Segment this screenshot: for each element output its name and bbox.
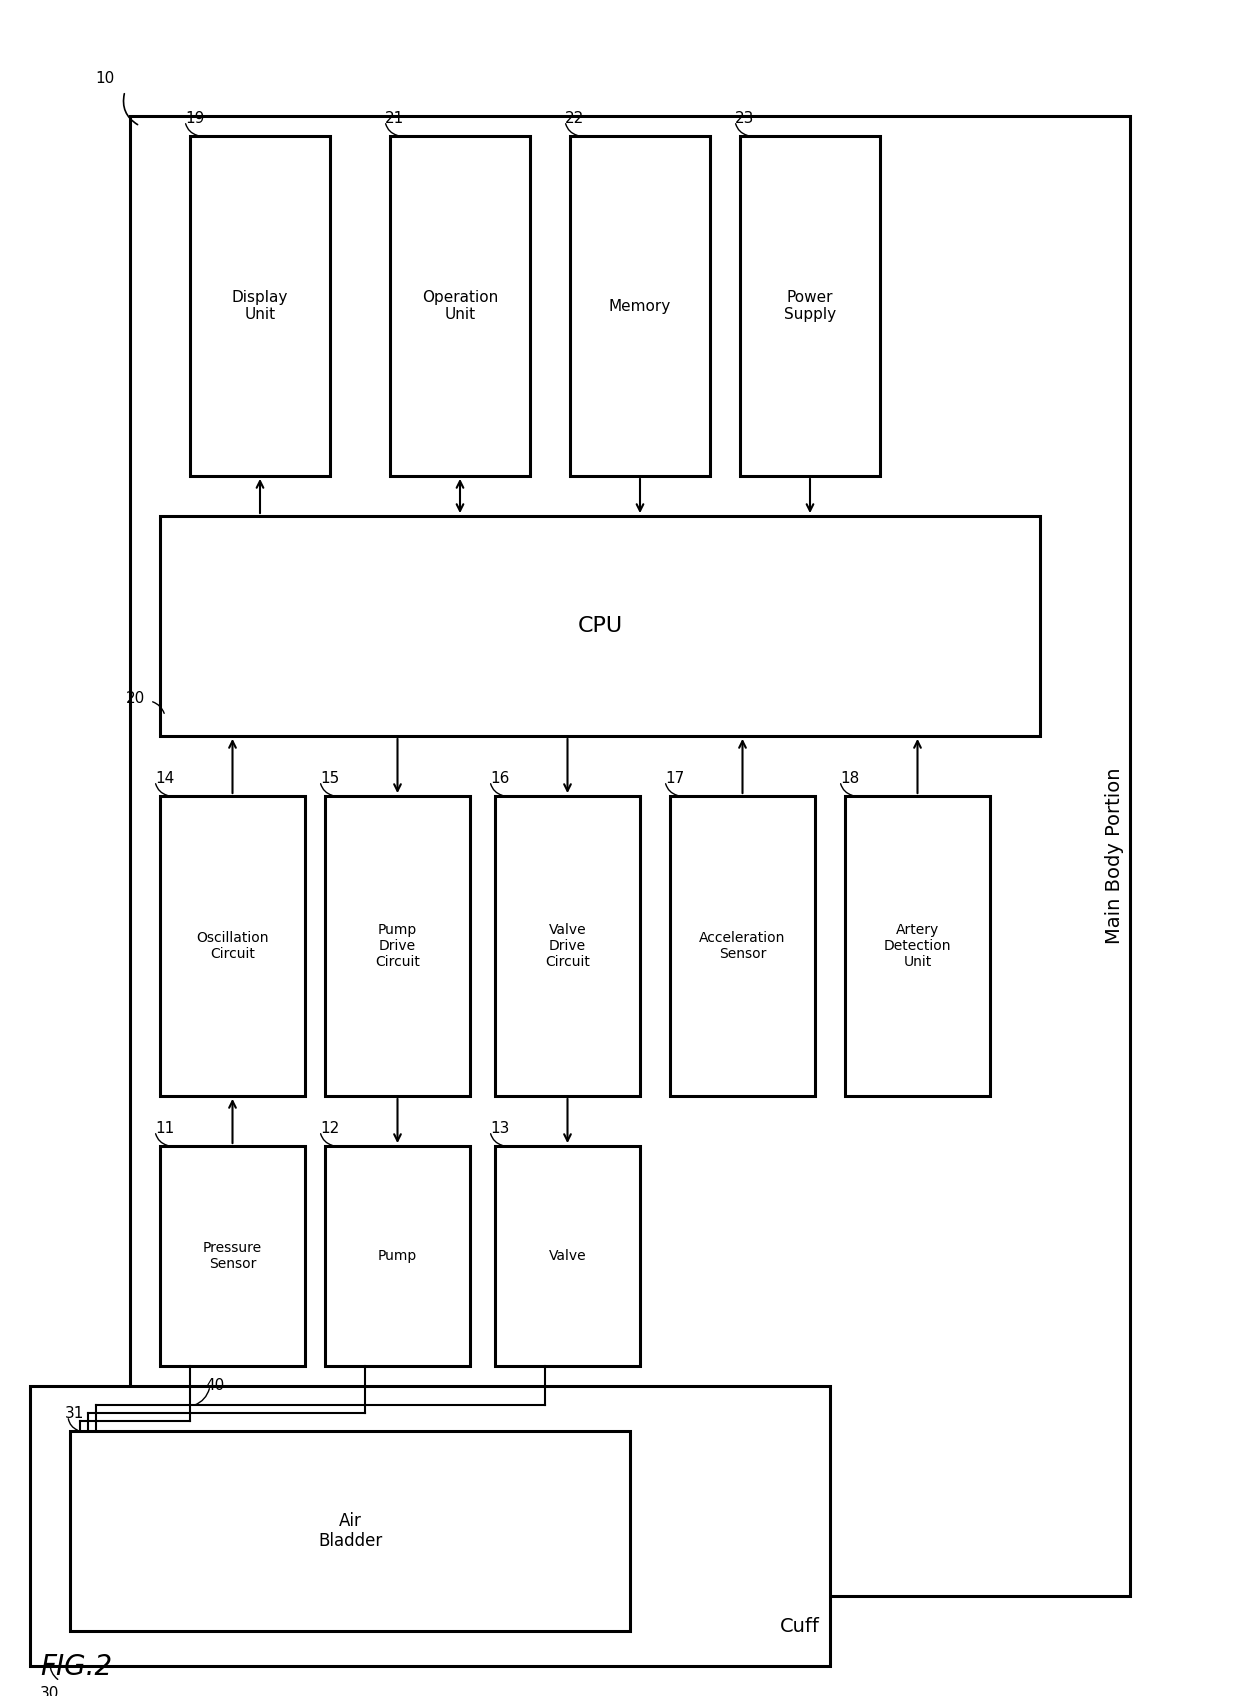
Text: Valve
Drive
Circuit: Valve Drive Circuit xyxy=(546,923,590,968)
Text: Display
Unit: Display Unit xyxy=(232,290,288,322)
Bar xyxy=(495,795,640,1096)
Text: Valve: Valve xyxy=(548,1248,587,1264)
Bar xyxy=(130,115,1130,1596)
Bar xyxy=(570,136,711,477)
Text: Pump: Pump xyxy=(378,1248,417,1264)
Text: 20: 20 xyxy=(125,690,145,706)
Bar xyxy=(670,795,815,1096)
Text: FIG.2: FIG.2 xyxy=(40,1654,112,1681)
Text: 23: 23 xyxy=(735,110,754,126)
Text: 16: 16 xyxy=(490,772,510,785)
Text: 15: 15 xyxy=(320,772,340,785)
Text: Pump
Drive
Circuit: Pump Drive Circuit xyxy=(374,923,420,968)
Text: 11: 11 xyxy=(155,1121,175,1136)
Bar xyxy=(30,1386,830,1665)
Text: Acceleration
Sensor: Acceleration Sensor xyxy=(699,931,786,962)
Bar xyxy=(391,136,529,477)
Bar xyxy=(160,1146,305,1365)
Text: 40: 40 xyxy=(205,1379,224,1394)
Bar xyxy=(69,1431,630,1632)
Bar xyxy=(160,795,305,1096)
Text: 10: 10 xyxy=(95,71,115,86)
Text: Air
Bladder: Air Bladder xyxy=(317,1511,382,1550)
Text: 14: 14 xyxy=(155,772,175,785)
Text: Operation
Unit: Operation Unit xyxy=(422,290,498,322)
Text: Main Body Portion: Main Body Portion xyxy=(1106,768,1125,945)
Text: 19: 19 xyxy=(185,110,205,126)
Bar xyxy=(325,1146,470,1365)
Text: 13: 13 xyxy=(490,1121,510,1136)
Text: Cuff: Cuff xyxy=(780,1616,820,1637)
Bar xyxy=(190,136,330,477)
Text: Pressure
Sensor: Pressure Sensor xyxy=(203,1241,262,1270)
Text: 22: 22 xyxy=(565,110,584,126)
Bar xyxy=(740,136,880,477)
Text: Memory: Memory xyxy=(609,298,671,314)
Text: 31: 31 xyxy=(64,1406,84,1421)
Text: Oscillation
Circuit: Oscillation Circuit xyxy=(196,931,269,962)
Text: Power
Supply: Power Supply xyxy=(784,290,836,322)
Text: 18: 18 xyxy=(839,772,859,785)
Bar xyxy=(495,1146,640,1365)
Text: 21: 21 xyxy=(384,110,404,126)
Bar xyxy=(160,516,1040,736)
Bar xyxy=(844,795,990,1096)
Text: 12: 12 xyxy=(320,1121,340,1136)
Text: 17: 17 xyxy=(665,772,684,785)
Text: Artery
Detection
Unit: Artery Detection Unit xyxy=(884,923,951,968)
Bar xyxy=(325,795,470,1096)
Text: 30: 30 xyxy=(40,1686,60,1696)
Text: CPU: CPU xyxy=(578,616,622,636)
